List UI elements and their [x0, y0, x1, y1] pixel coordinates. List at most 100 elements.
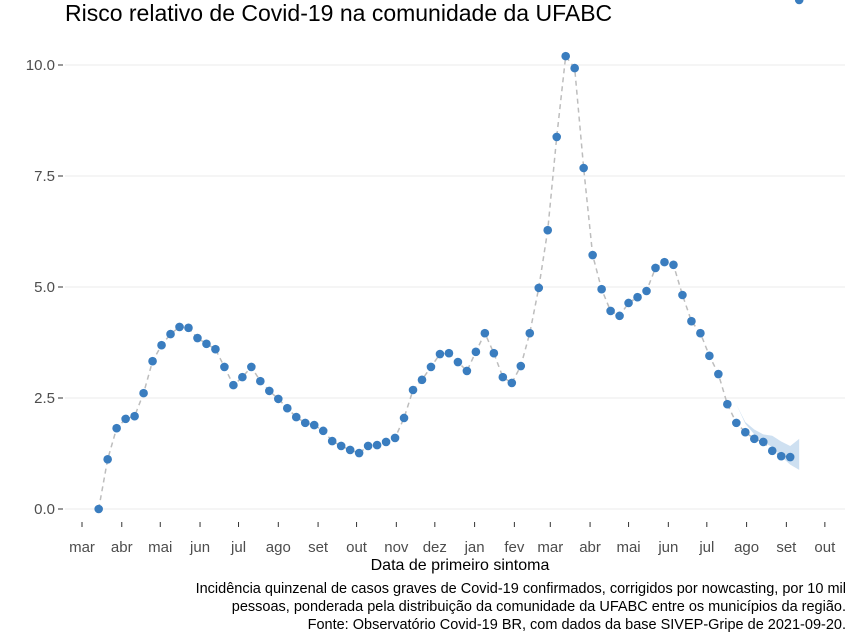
data-point	[435, 349, 445, 359]
data-point	[453, 357, 463, 367]
x-tick-label: out	[346, 539, 368, 556]
data-point	[624, 298, 633, 308]
chart-title: Risco relativo de Covid-19 na comunidade…	[65, 0, 613, 26]
caption-line-3: Fonte: Observatório Covid-19 BR, com dad…	[307, 617, 846, 633]
data-point	[633, 292, 642, 302]
x-tick-label: jun	[657, 539, 678, 556]
data-point	[309, 420, 319, 430]
data-point	[741, 427, 750, 437]
data-point	[660, 257, 669, 267]
x-tick-label: fev	[504, 539, 525, 556]
caption-line-2: pessoas, ponderada pela distribuição da …	[231, 599, 846, 615]
data-point	[390, 433, 400, 443]
x-axis-label: Data de primeiro sintoma	[370, 557, 550, 574]
data-point	[220, 362, 229, 372]
data-point	[534, 283, 544, 293]
data-point	[327, 436, 337, 446]
data-point	[444, 348, 454, 358]
data-point	[678, 290, 687, 300]
caption-line-1: Incidência quinzenal de casos graves de …	[195, 581, 846, 597]
data-point	[651, 263, 660, 273]
x-tick-label: mai	[616, 539, 640, 556]
y-tick-label: 10.0	[26, 57, 55, 74]
data-point	[229, 380, 238, 390]
data-point	[372, 440, 382, 450]
data-point	[426, 362, 436, 372]
data-point	[579, 163, 588, 173]
data-point	[507, 378, 517, 388]
data-point	[561, 51, 570, 61]
data-point	[516, 361, 526, 371]
data-point	[399, 413, 409, 423]
data-point	[489, 348, 499, 358]
data-point	[705, 351, 714, 361]
data-point	[238, 372, 247, 382]
data-point	[175, 322, 184, 332]
data-point	[732, 418, 741, 428]
data-point	[202, 339, 211, 349]
x-tick-label: abr	[111, 539, 133, 556]
data-point	[139, 388, 148, 398]
data-point	[552, 132, 562, 142]
data-point	[282, 403, 292, 413]
x-tick-label: jun	[189, 539, 210, 556]
data-point	[794, 0, 804, 5]
data-point	[112, 423, 121, 433]
data-point	[273, 394, 283, 404]
data-point	[615, 311, 624, 321]
data-point	[785, 452, 795, 462]
data-point	[166, 329, 175, 339]
data-point	[130, 411, 139, 421]
data-point	[543, 225, 553, 235]
data-point	[696, 328, 705, 338]
data-point	[265, 386, 274, 396]
data-point	[462, 366, 472, 376]
x-tick-label: ago	[734, 539, 759, 556]
data-point	[256, 376, 265, 386]
data-point	[381, 437, 391, 447]
x-tick-label: set	[308, 539, 329, 556]
data-point	[669, 260, 678, 270]
x-tick-label: dez	[423, 539, 447, 556]
data-point	[471, 347, 481, 357]
data-point	[336, 441, 346, 451]
data-point	[525, 328, 535, 338]
data-point	[157, 340, 166, 350]
x-tick-label: mar	[537, 539, 563, 556]
x-tick-label: jul	[698, 539, 714, 556]
data-point	[749, 434, 759, 444]
data-point	[94, 504, 103, 514]
data-point	[480, 328, 490, 338]
data-point	[417, 375, 427, 385]
data-point	[642, 286, 651, 296]
y-tick-label: 5.0	[34, 279, 55, 296]
data-point	[345, 445, 355, 455]
y-tick-label: 2.5	[34, 390, 55, 407]
x-tick-label: mar	[69, 539, 95, 556]
y-tick-label: 0.0	[34, 501, 55, 518]
data-point	[714, 369, 723, 379]
data-point	[193, 333, 202, 343]
x-tick-label: abr	[579, 539, 601, 556]
y-tick-label: 7.5	[34, 168, 55, 185]
data-point	[606, 306, 615, 316]
data-point	[148, 356, 157, 366]
x-tick-label: mai	[148, 539, 172, 556]
data-point	[247, 362, 256, 372]
data-point	[354, 448, 364, 458]
data-point	[758, 437, 768, 447]
data-point	[767, 446, 777, 456]
data-point	[588, 250, 597, 260]
data-point	[776, 451, 786, 461]
data-point	[498, 372, 508, 382]
data-point	[300, 418, 310, 428]
x-tick-label: out	[814, 539, 836, 556]
x-tick-label: ago	[266, 539, 291, 556]
data-point	[687, 316, 696, 326]
data-point	[570, 63, 579, 73]
data-point	[184, 323, 193, 333]
data-point	[121, 414, 130, 424]
data-point	[597, 284, 606, 294]
data-point	[723, 399, 732, 409]
x-tick-label: nov	[384, 539, 409, 556]
